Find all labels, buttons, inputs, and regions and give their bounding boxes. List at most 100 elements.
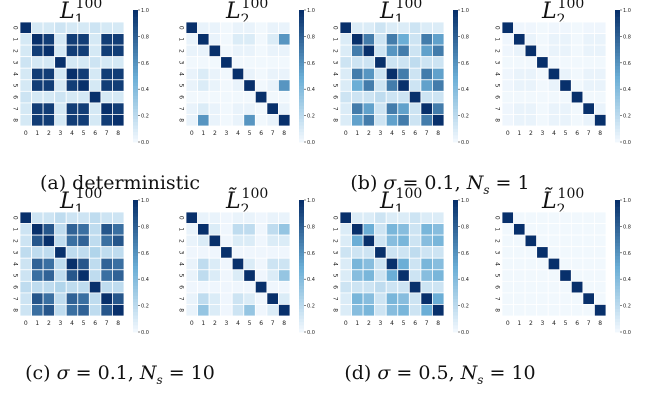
y-tick-label: 0 <box>494 216 501 220</box>
colorbar-segment <box>299 246 304 250</box>
heatmap-cell <box>501 90 514 104</box>
colorbar-segment <box>615 85 620 90</box>
heatmap-cell <box>524 292 538 305</box>
heatmap-cell <box>536 269 549 282</box>
heatmap-cell <box>432 246 445 259</box>
heatmap-title: L1100 <box>59 186 102 218</box>
heatmap-cell <box>420 211 433 224</box>
x-tick-label: 4 <box>390 130 394 137</box>
y-tick-label: 1 <box>494 227 501 231</box>
colorbar-segment <box>615 29 620 34</box>
heatmap-cell <box>42 90 56 104</box>
colorbar-segment <box>453 282 458 287</box>
heatmap-cell <box>374 21 387 34</box>
heatmap-cell <box>100 90 113 104</box>
heatmap-cell <box>77 269 90 282</box>
colorbar-segment <box>615 132 620 136</box>
colorbar-segment <box>615 125 620 130</box>
heatmap-cell <box>339 304 352 317</box>
heatmap-cell <box>513 114 526 127</box>
x-tick-label: 0 <box>506 320 510 327</box>
heatmap-cell <box>254 114 268 127</box>
heatmap-cell <box>42 102 56 115</box>
colorbar-segment <box>615 36 620 41</box>
colorbar-segment <box>299 262 304 267</box>
heatmap-cell <box>397 211 410 224</box>
colorbar-segment <box>299 312 304 316</box>
heatmap-cell <box>513 304 526 317</box>
heatmap-cell <box>31 269 44 282</box>
heatmap-cell <box>408 21 422 34</box>
heatmap-cell <box>208 67 222 81</box>
heatmap-cell <box>547 114 561 127</box>
heatmap-cell <box>513 79 526 92</box>
x-tick-label: 2 <box>213 130 217 137</box>
heatmap-cell <box>432 44 445 58</box>
colorbar-segment <box>453 236 458 240</box>
heatmap-cell <box>220 223 233 236</box>
heatmap-cell <box>351 246 364 259</box>
heatmap-cell <box>559 269 572 282</box>
heatmap-cell <box>582 280 595 294</box>
colorbar-segment <box>453 69 458 74</box>
heatmap-cell <box>197 292 210 305</box>
colorbar-segment <box>299 275 304 280</box>
colorbar-segment <box>133 249 138 254</box>
colorbar-segment <box>453 256 458 260</box>
colorbar-label: 0.0 <box>307 330 315 336</box>
heatmap-cell <box>397 79 410 92</box>
heatmap-cell <box>185 211 198 224</box>
heatmap-cell <box>501 44 514 58</box>
heatmap-cell <box>220 114 233 127</box>
heatmap-cell <box>362 292 376 305</box>
colorbar-label: 0.4 <box>461 277 469 283</box>
heatmap-cell <box>19 280 32 294</box>
heatmap-cell <box>339 114 352 127</box>
heatmap-cell <box>243 223 256 236</box>
heatmap-cell <box>501 304 514 317</box>
x-tick-label: 2 <box>47 130 51 137</box>
heatmap-cell <box>432 292 445 305</box>
colorbar-segment <box>453 46 458 50</box>
heatmap-cell <box>362 56 376 69</box>
heatmap-cell <box>185 102 198 115</box>
colorbar-segment <box>615 115 620 120</box>
colorbar-label: 1.0 <box>623 8 631 14</box>
colorbar-label: 1.0 <box>141 8 149 14</box>
colorbar-segment <box>299 305 304 310</box>
colorbar-label: 0.0 <box>307 140 315 146</box>
heatmap-cell <box>54 269 67 282</box>
heatmap-cell <box>185 21 198 34</box>
y-tick-label: 1 <box>178 37 185 41</box>
heatmap-cell <box>77 90 90 104</box>
colorbar-segment <box>453 92 458 97</box>
colorbar-segment <box>453 242 458 247</box>
heatmap-cell <box>19 90 32 104</box>
heatmap-cell <box>524 223 538 236</box>
colorbar-label: 1.0 <box>461 198 469 204</box>
colorbar-segment <box>299 200 304 204</box>
y-tick-label: 2 <box>494 239 501 243</box>
colorbar-segment <box>615 13 620 17</box>
heatmap-cell <box>197 90 210 104</box>
colorbar-segment <box>453 13 458 17</box>
colorbar-segment <box>299 138 304 143</box>
heatmap-cell <box>420 79 433 92</box>
colorbar-segment <box>299 102 304 107</box>
heatmap-cell <box>547 211 561 224</box>
heatmap-cell <box>524 79 538 92</box>
heatmap-cell <box>420 280 433 294</box>
y-tick-label: 8 <box>12 308 19 312</box>
colorbar-segment <box>299 115 304 120</box>
heatmap-cell <box>31 79 44 92</box>
x-tick-label: 6 <box>259 320 263 327</box>
heatmap-cell <box>513 234 526 248</box>
heatmap-cell <box>31 246 44 259</box>
heatmap-cell <box>559 292 572 305</box>
colorbar-segment <box>133 112 138 116</box>
colorbar-segment <box>299 109 304 113</box>
heatmap-cell <box>197 280 210 294</box>
heatmap-cell <box>374 211 387 224</box>
heatmap-cell <box>385 223 399 236</box>
heatmap-cell <box>408 269 422 282</box>
